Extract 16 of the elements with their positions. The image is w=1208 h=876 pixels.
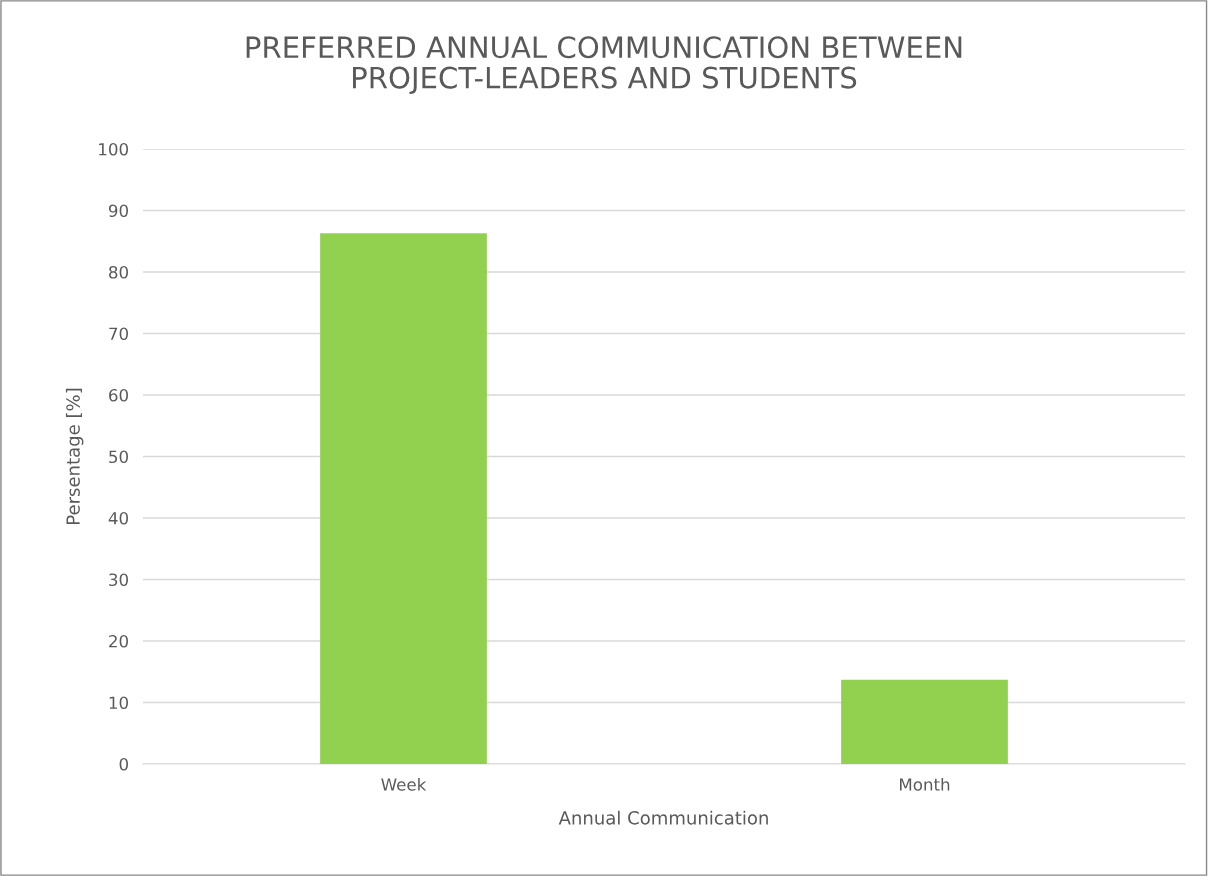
y-tick-label: 50 (109, 450, 128, 464)
x-tick-label: Month (900, 777, 950, 791)
y-tick-label: 20 (109, 634, 128, 648)
y-tick-label: 80 (109, 265, 128, 279)
y-tick-label: 100 (99, 142, 128, 156)
y-tick-label: 0 (119, 757, 128, 771)
y-axis-title: Persentage [%] (65, 388, 84, 524)
chart-title: PREFERRED ANNUAL COMMUNICATION BETWEEN PROJECT-LEADERS AND STUDENTS (246, 36, 962, 95)
y-tick-label: 40 (108, 511, 128, 525)
y-tick-label: 30 (109, 573, 128, 587)
y-tick-label: 10 (109, 696, 128, 710)
y-tick-label: 70 (109, 327, 128, 341)
x-tick-label: Week (381, 777, 427, 791)
y-tick-label: 90 (108, 204, 128, 218)
y-tick-label: 60 (109, 388, 128, 402)
x-axis-title: Annual Communication (558, 810, 768, 825)
